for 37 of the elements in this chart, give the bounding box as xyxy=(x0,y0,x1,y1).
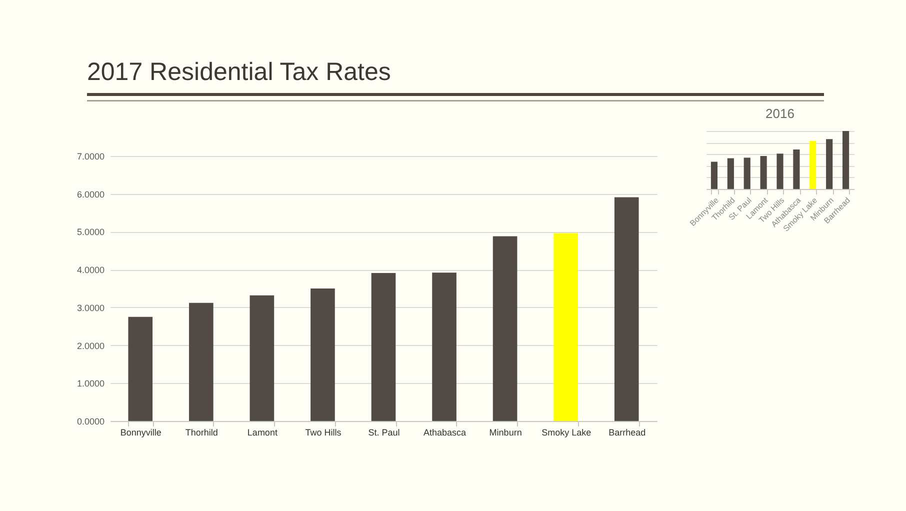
y-tick-label: 1.0000 xyxy=(76,378,104,389)
y-tick-label: 4.0000 xyxy=(76,265,104,276)
y-tick-label: 2.0000 xyxy=(76,340,104,351)
bar xyxy=(310,288,335,421)
bar xyxy=(760,156,767,189)
x-tick-label: Two Hills xyxy=(305,428,342,438)
bar xyxy=(371,272,396,421)
bar xyxy=(614,197,639,421)
y-tick-label: 3.0000 xyxy=(76,302,104,313)
x-tick-label: Minburn xyxy=(489,428,522,438)
bar xyxy=(842,131,850,189)
bar xyxy=(727,158,734,189)
x-tick-label: Lamont xyxy=(247,428,278,438)
bar xyxy=(744,158,750,189)
bar xyxy=(492,236,518,421)
x-tick-label: Smoky Lake xyxy=(542,428,592,438)
bar xyxy=(189,302,214,421)
bar xyxy=(554,233,578,421)
y-tick-label: 6.0000 xyxy=(76,189,104,200)
bar xyxy=(810,140,816,189)
y-tick-label: 7.0000 xyxy=(76,152,104,162)
bar xyxy=(432,272,456,421)
bar xyxy=(776,154,784,189)
bar xyxy=(128,316,153,421)
bar xyxy=(710,162,718,189)
chart-title: 2016 xyxy=(766,106,794,121)
bar xyxy=(826,139,833,189)
chart-title: 2017 Residential Tax Rates xyxy=(87,58,391,87)
x-tick-label: Thorhild xyxy=(185,428,218,438)
x-tick-label: Barrhead xyxy=(608,428,646,438)
x-tick-label: St. Paul xyxy=(368,428,400,438)
y-tick-label: 0.0000 xyxy=(76,416,104,426)
x-tick-label: Athabasca xyxy=(424,428,466,438)
x-tick-label: Bonnyville xyxy=(120,428,162,438)
bar xyxy=(250,295,274,421)
bar xyxy=(793,150,800,189)
y-tick-label: 5.0000 xyxy=(76,227,104,238)
